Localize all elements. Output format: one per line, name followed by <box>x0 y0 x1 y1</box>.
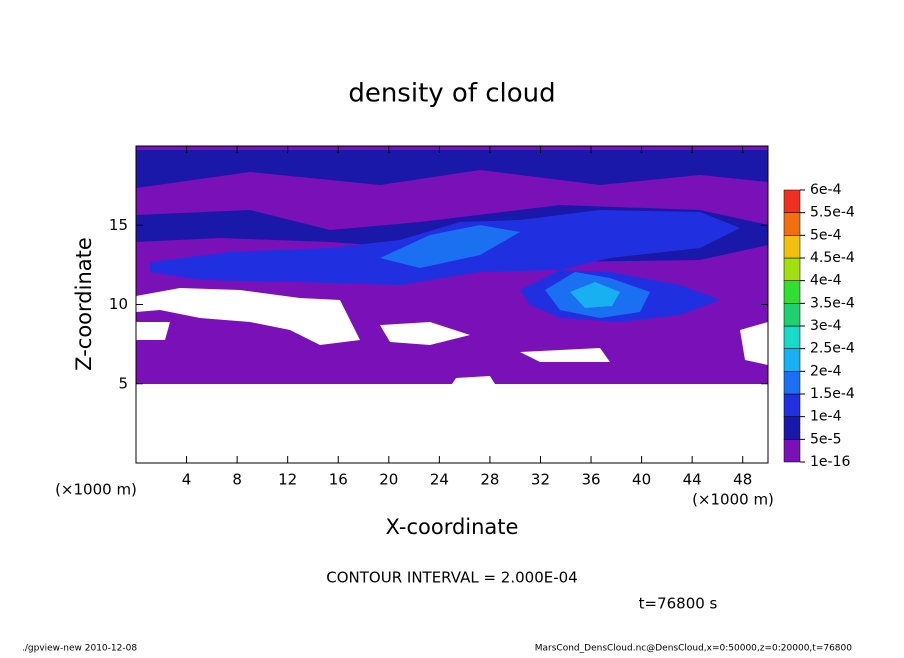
y-tick-label: 15 <box>109 216 128 234</box>
x-tick-label: 8 <box>232 471 242 489</box>
y-tick-label: 5 <box>118 374 128 392</box>
footer-left: ./gpview-new 2010-12-08 <box>22 644 137 654</box>
missing-region <box>452 376 495 384</box>
colorbar-label: 1.5e-4 <box>810 386 855 402</box>
y-tick-label: 10 <box>109 295 128 313</box>
colorbar-label: 3.5e-4 <box>810 295 855 311</box>
missing-region <box>740 322 768 365</box>
contour-region <box>136 150 768 188</box>
colorbar-box <box>783 257 801 281</box>
contour-region <box>380 225 520 268</box>
x-tick-label: 48 <box>733 471 752 489</box>
chart-title: density of cloud <box>348 79 555 109</box>
colorbar-box <box>783 303 801 327</box>
missing-region <box>136 322 170 340</box>
contour-region <box>570 282 620 308</box>
y-axis-label: Z-coordinate <box>72 237 96 371</box>
colorbar-box <box>783 348 801 372</box>
x-tick-label: 24 <box>430 471 449 489</box>
missing-region <box>380 322 470 345</box>
contour-interval: CONTOUR INTERVAL = 2.000E-04 <box>326 569 577 587</box>
x-tick-label: 44 <box>683 471 702 489</box>
colorbar-label: 5e-4 <box>810 227 842 243</box>
colorbar-box <box>783 235 801 259</box>
colorbar-label: 4.5e-4 <box>810 250 855 266</box>
contour-field <box>136 146 768 384</box>
colorbar-label: 2.5e-4 <box>810 341 855 357</box>
colorbar-box <box>783 393 801 417</box>
colorbar-box <box>783 371 801 395</box>
x-axis-label: X-coordinate <box>386 515 519 539</box>
colorbar-label: 6e-4 <box>810 182 842 198</box>
colorbar-box <box>783 325 801 349</box>
x-tick-label: 20 <box>379 471 398 489</box>
x-tick-label: 40 <box>632 471 651 489</box>
x-tick-label: 12 <box>278 471 297 489</box>
missing-region <box>520 348 610 362</box>
x-unit-label: (×1000 m) <box>55 481 137 499</box>
footer-right: MarsCond_DensCloud.nc@DensCloud,x=0:5000… <box>535 644 852 654</box>
colorbar-label: 3e-4 <box>810 318 842 334</box>
colorbar-box <box>783 280 801 304</box>
colorbar-label: 4e-4 <box>810 273 842 289</box>
colorbar-label: 1e-16 <box>810 454 850 470</box>
x-tick-label: 16 <box>329 471 348 489</box>
x-tick-label: 36 <box>581 471 600 489</box>
missing-region <box>136 288 360 345</box>
colorbar-label: 2e-4 <box>810 363 842 379</box>
colorbar-label: 1e-4 <box>810 409 842 425</box>
x-tick-label: 32 <box>531 471 550 489</box>
x-tick-label: 4 <box>182 471 192 489</box>
colorbar-box <box>783 189 801 213</box>
colorbar-box <box>783 212 801 236</box>
time-label: t=76800 s <box>639 595 718 613</box>
colorbar-label: 5e-5 <box>810 431 841 447</box>
x-tick-label: 28 <box>480 471 499 489</box>
colorbar-label: 5.5e-4 <box>810 205 855 221</box>
colorbar-box <box>783 439 801 463</box>
y-unit-label: (×1000 m) <box>692 491 774 509</box>
colorbar-box <box>783 416 801 440</box>
